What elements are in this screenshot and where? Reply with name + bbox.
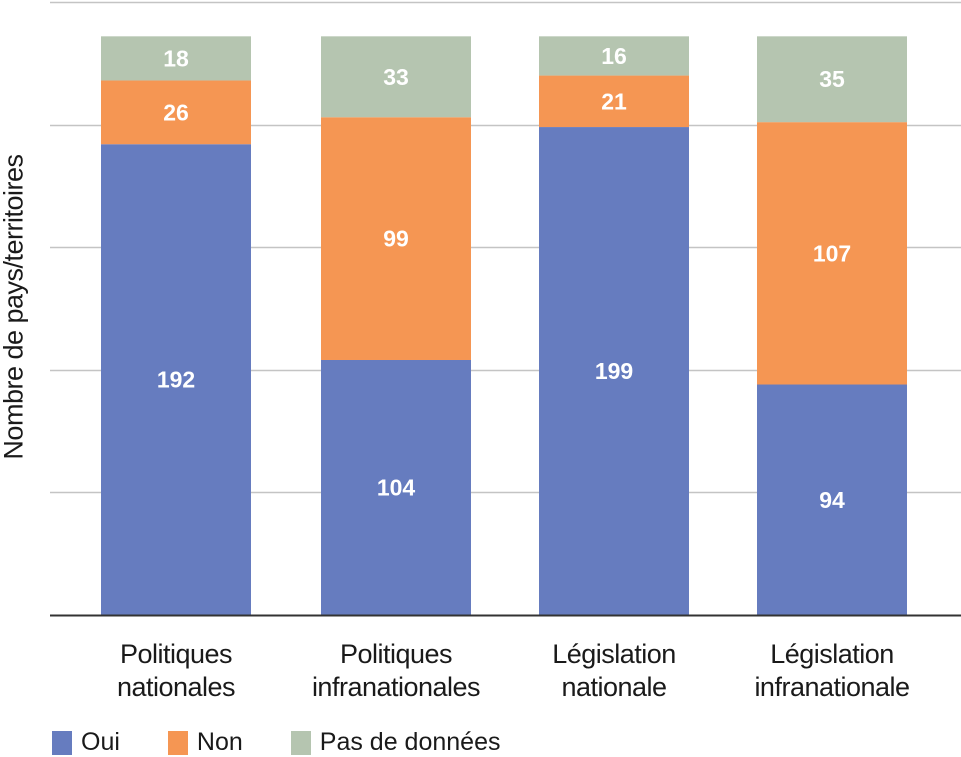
x-tick-label: Politiques nationales [116,639,236,702]
legend-label-non: Non [196,728,243,756]
bar-segment-oui-3 [539,127,689,615]
legend-item-non: Non [167,728,243,757]
data-label: 107 [813,240,851,266]
bar-segment-pas-de-donnees-2 [321,36,471,118]
bar-segment-oui-1 [101,144,251,615]
bar-segment-non-4 [757,122,907,385]
data-label: 192 [157,367,195,393]
x-tick-label: Politiques infranationales [311,639,481,702]
bar-segment-non-2 [321,117,471,360]
bar-segment-pas-de-donnees-4 [757,36,907,123]
data-label: 94 [819,487,845,513]
x-tick-label: Législation nationale [552,639,676,702]
bar-segment-oui-4 [757,384,907,615]
bar-segment-non-3 [539,75,689,128]
legend-swatch-oui [52,730,72,755]
data-label: 99 [383,226,409,252]
legend-label-pas-de-donnees: Pas de données [319,728,501,756]
legend-swatch-non [167,730,188,755]
bar-segment-oui-2 [321,359,471,615]
legend-item-pas-de-donnees: Pas de données [290,728,501,757]
data-label: 33 [383,64,409,90]
legend-label-oui: Oui [81,728,120,756]
bar-segment-non-1 [101,80,251,145]
bar-segment-pas-de-donnees-1 [101,36,251,81]
data-label: 21 [601,88,627,114]
data-label: 199 [595,358,633,384]
data-label: 104 [377,474,416,500]
data-label: 26 [163,99,189,125]
data-label: 18 [163,45,189,71]
legend: Oui Non Pas de données [52,728,548,757]
y-axis-label: Nombre de pays/territoires [0,154,29,460]
legend-item-oui: Oui [52,728,120,757]
data-label: 35 [819,66,845,92]
legend-swatch-pas-de-donnees [290,730,311,755]
bar-segment-pas-de-donnees-3 [539,36,689,76]
x-tick-label: Législation infranationale [754,639,910,702]
data-label: 16 [601,43,627,69]
